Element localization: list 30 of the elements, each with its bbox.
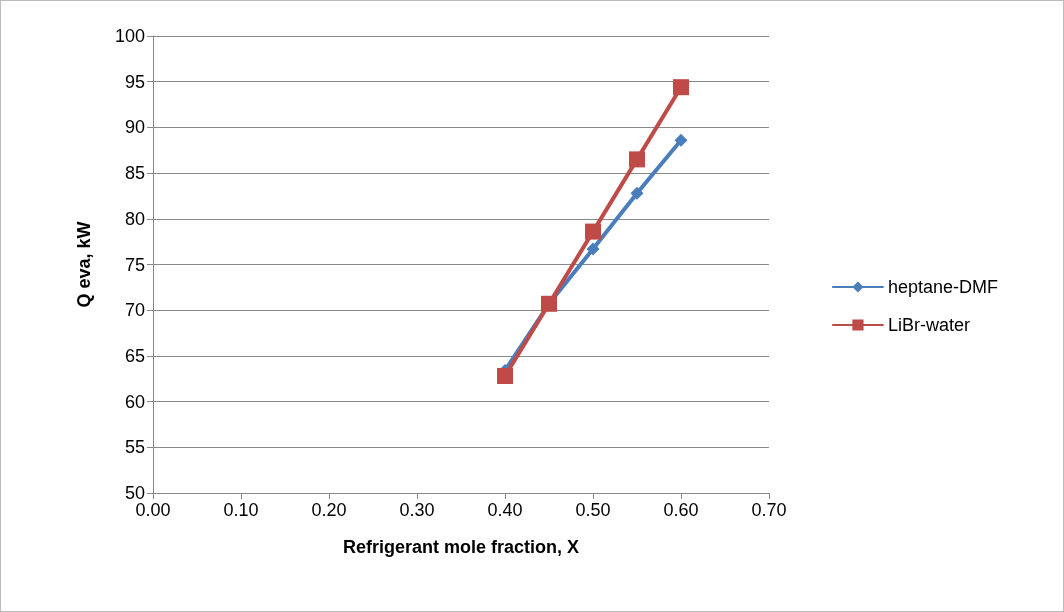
point bbox=[629, 151, 645, 168]
point bbox=[585, 223, 601, 240]
x-tick-label: 0.10 bbox=[223, 500, 259, 520]
y-tick-label: 60 bbox=[124, 391, 145, 412]
y-tick-label: 70 bbox=[124, 300, 145, 321]
legend-label: LiBr-water bbox=[887, 315, 970, 335]
legend-label: heptane-DMF bbox=[887, 277, 999, 297]
x-tick-label: 0.70 bbox=[751, 500, 787, 520]
point bbox=[630, 186, 644, 200]
point bbox=[497, 368, 513, 385]
x-tick-label: 0.60 bbox=[663, 500, 699, 520]
y-tick-label: 75 bbox=[124, 254, 145, 275]
x-tick-label: 0.50 bbox=[575, 500, 611, 520]
y-tick-label: 55 bbox=[124, 437, 145, 458]
point bbox=[673, 79, 689, 96]
y-tick-label: 80 bbox=[124, 208, 145, 229]
point bbox=[586, 242, 600, 256]
point bbox=[674, 133, 688, 147]
y-tick-label: 65 bbox=[124, 345, 145, 366]
y-tick-label: 90 bbox=[124, 117, 145, 138]
x-tick-label: 0.20 bbox=[311, 500, 347, 520]
x-tick-label: 0.30 bbox=[399, 500, 435, 520]
x-tick-label: 0.40 bbox=[487, 500, 523, 520]
y-tick-label: 50 bbox=[124, 483, 145, 503]
y-axis-title: Q eva, kW bbox=[74, 221, 94, 308]
x-tick-label: 0.00 bbox=[135, 500, 171, 520]
x-axis-title: Refrigerant mole fraction, X bbox=[342, 537, 580, 557]
y-tick-label: 95 bbox=[124, 71, 145, 92]
y-tick-label: 85 bbox=[124, 163, 145, 184]
y-tick-label: 100 bbox=[114, 26, 145, 46]
